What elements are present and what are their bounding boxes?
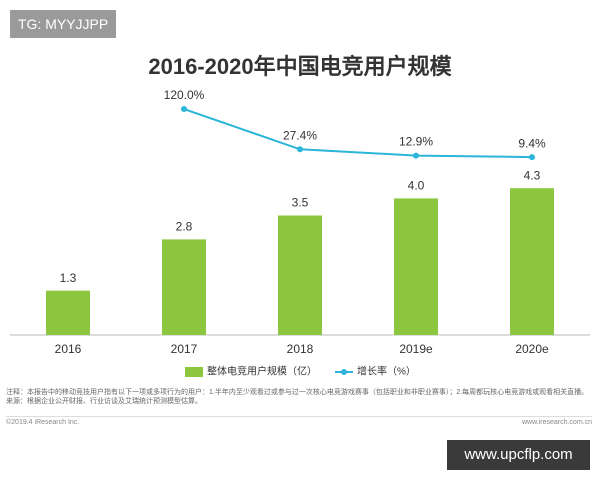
divider [6, 416, 592, 417]
watermark: TG: MYYJJPP [10, 10, 117, 38]
footer-watermark: www.upcflp.com [447, 440, 590, 470]
data-label: 9.4% [518, 136, 546, 150]
x-tick-label: 2018 [287, 342, 314, 356]
x-tick-label: 2020e [515, 342, 549, 356]
bar [46, 290, 90, 335]
x-tick-label: 2019e [399, 342, 433, 356]
legend-swatch [341, 369, 347, 375]
line-point [413, 152, 419, 159]
x-tick-label: 2017 [171, 342, 198, 356]
data-label: 2.8 [176, 220, 193, 234]
x-tick-label: 2016 [55, 342, 82, 356]
chart-title: 2016-2020年中国电竞用户规模 [148, 54, 452, 79]
data-label: 120.0% [164, 88, 205, 102]
notes: 注释：本报告中的移动竞技用户指有以下一项或多项行为的用户：1.半年内至少观看过或… [6, 388, 592, 406]
line [183, 108, 533, 159]
legend-label: 增长率（%） [357, 365, 416, 378]
data-label: 4.0 [408, 179, 425, 193]
bar [162, 239, 206, 335]
source-site: www.iresearch.com.cn [521, 419, 592, 426]
line-point [297, 146, 303, 153]
data-label: 27.4% [283, 128, 317, 142]
copyright: ©2019.4 iResearch Inc. [6, 419, 80, 426]
line-point [529, 154, 535, 161]
note: 注释：本报告中的移动竞技用户指有以下一项或多项行为的用户：1.半年内至少观看过或… [6, 389, 589, 396]
data-label: 12.9% [399, 135, 433, 149]
bar [278, 215, 322, 335]
data-label: 4.3 [524, 168, 541, 182]
bar [394, 198, 438, 335]
note: 来源：根据企业公开财报、行业访谈及艾瑞统计预测模型估算。 [6, 398, 202, 405]
legend-label: 整体电竞用户规模（亿） [207, 365, 317, 378]
data-label: 3.5 [292, 196, 309, 210]
bar [510, 188, 554, 335]
data-label: 1.3 [60, 271, 77, 285]
line-point [181, 106, 187, 113]
legend-swatch [185, 367, 203, 377]
